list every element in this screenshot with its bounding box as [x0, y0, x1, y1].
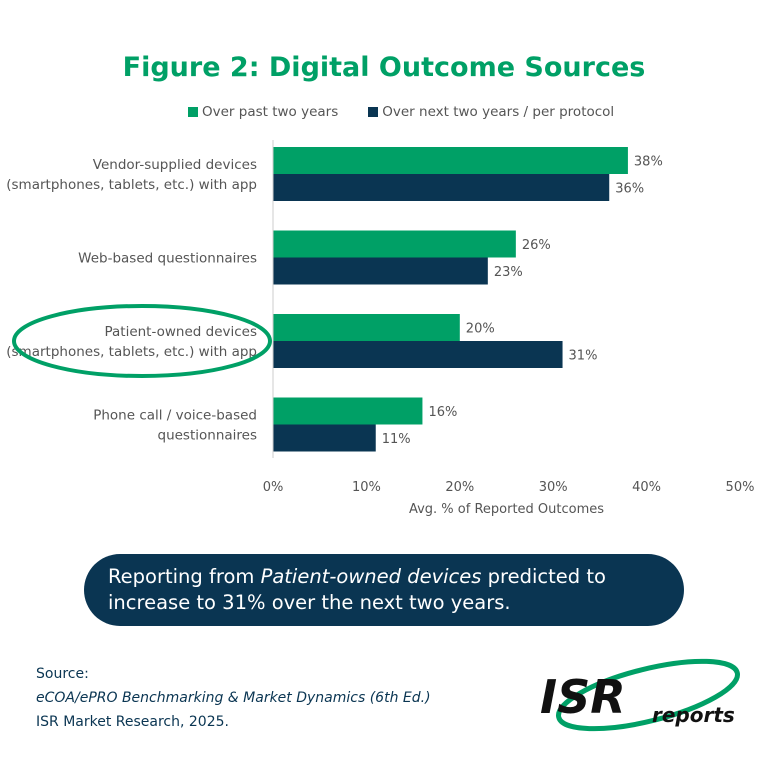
legend-item-past: Over past two years [188, 104, 338, 120]
category-label: (smartphones, tablets, etc.) with app [6, 177, 257, 193]
svg-text:reports: reports [652, 703, 735, 727]
legend-item-next: Over next two years / per protocol [368, 104, 614, 120]
category-label: Web-based questionnaires [78, 251, 257, 267]
highlight-ellipse [12, 304, 272, 378]
data-label: 23% [494, 265, 523, 280]
bar [273, 174, 610, 201]
source-publication: eCOA/ePRO Benchmarking & Market Dynamics… [36, 690, 431, 706]
bar [273, 424, 376, 452]
category-label: questionnaires [158, 428, 258, 444]
category-label: Patient-owned devices [104, 324, 257, 340]
data-label: 16% [428, 405, 457, 420]
data-label: 36% [615, 182, 644, 197]
source-note: Source: eCOA/ePRO Benchmarking & Market … [36, 662, 431, 734]
data-label: 38% [634, 155, 663, 170]
legend-swatch-past [188, 107, 198, 117]
bar [273, 314, 460, 341]
bar [273, 341, 563, 368]
x-tick-label: 10% [352, 480, 381, 495]
svg-text:ISR: ISR [540, 670, 626, 724]
data-label: 11% [382, 432, 411, 447]
bar [273, 147, 628, 174]
bar [273, 230, 516, 258]
data-label: 20% [466, 322, 495, 337]
source-label: Source: [36, 666, 89, 682]
callout-banner: Reporting from Patient-owned devices pre… [84, 554, 684, 626]
bar [273, 397, 423, 425]
x-tick-label: 40% [632, 480, 661, 495]
x-tick-label: 30% [539, 480, 568, 495]
category-label: Vendor-supplied devices [93, 157, 257, 173]
x-tick-label: 20% [445, 480, 474, 495]
x-tick-label: 50% [726, 480, 755, 495]
category-label: Phone call / voice-based [93, 408, 257, 424]
legend-label-past: Over past two years [202, 104, 339, 120]
source-publisher: ISR Market Research, 2025. [36, 714, 229, 730]
isr-reports-logo: ISR reports [540, 658, 740, 732]
legend-swatch-next [368, 107, 379, 117]
callout-emphasis: Patient-owned devices [260, 565, 482, 588]
x-tick-label: 0% [263, 480, 284, 495]
category-label: (smartphones, tablets, etc.) with app [6, 344, 257, 360]
bar-chart: 38% 36% Vendor-supplied devices (smartphone… [6, 140, 755, 517]
legend-label-next: Over next two years / per protocol [382, 104, 615, 120]
bar [273, 257, 488, 285]
chart-title: Figure 2: Digital Outcome Sources [122, 52, 646, 83]
x-axis-label: Avg. % of Reported Outcomes [409, 502, 604, 517]
data-label: 26% [522, 238, 551, 253]
callout-text: Reporting from [108, 565, 261, 588]
legend: Over past two years Over next two years … [188, 104, 614, 120]
callout-text-end: predicted to increase to 31% over the ne… [108, 565, 606, 614]
data-label: 31% [569, 349, 598, 364]
